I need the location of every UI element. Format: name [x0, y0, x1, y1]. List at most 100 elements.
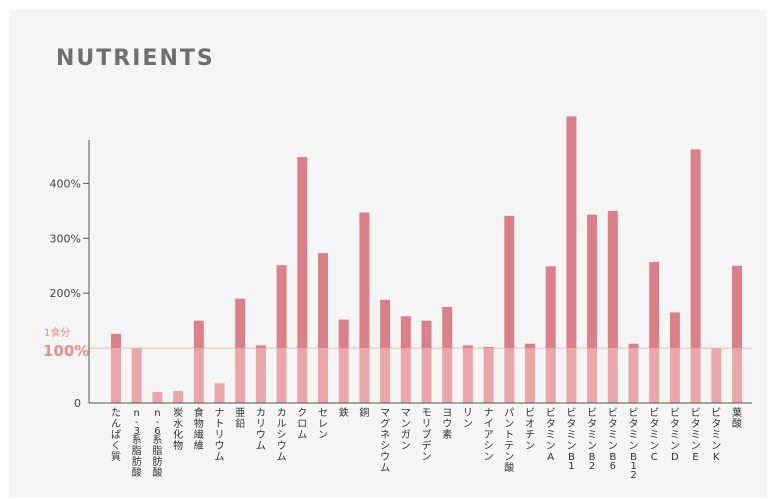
bar-upper [359, 212, 370, 349]
x-category-char: タ [546, 418, 556, 430]
x-category-label: クロム [297, 407, 307, 441]
x-category-char: ト [215, 419, 225, 430]
x-category-char: 2 [630, 470, 636, 481]
x-category-char: 酸 [132, 466, 142, 479]
x-category-char: ン [525, 441, 535, 452]
x-category-char: 銅 [359, 406, 369, 419]
bar-upper [483, 347, 494, 349]
bar-lower [690, 348, 701, 403]
x-category-char: オ [525, 418, 535, 430]
x-category-char: ビ [587, 407, 597, 419]
x-category-char: ン [711, 441, 721, 452]
bar-lower [276, 348, 287, 403]
x-category-char: タ [608, 418, 618, 430]
x-category-char: ナ [215, 407, 225, 419]
x-category-char: リ [215, 430, 225, 441]
x-category-char: ビ [566, 407, 576, 419]
x-category-char: く [111, 441, 121, 452]
bar-lower [173, 390, 184, 403]
x-category-char: シ [484, 441, 494, 452]
x-category-char: ン [587, 441, 597, 452]
x-category-char: リ [256, 419, 266, 430]
x-category-char: 系 [152, 434, 162, 446]
bar-upper [628, 343, 639, 349]
x-category-char: レ [318, 419, 328, 430]
bar-lower [152, 392, 163, 403]
x-category-char: B [568, 452, 575, 463]
bar-lower [235, 348, 246, 403]
x-category-char: ウ [215, 440, 225, 452]
x-category-char: 葉 [732, 406, 742, 419]
x-category-char: 6 [154, 426, 160, 437]
x-category-char: - [156, 417, 160, 428]
x-category-char: ム [256, 440, 266, 452]
x-category-label: セレン [318, 407, 328, 441]
x-category-char: 肪 [132, 455, 142, 468]
x-category-label: リン [463, 408, 473, 430]
x-category-char: ン [422, 452, 432, 463]
x-category-char: ん [111, 418, 121, 430]
x-category-char: ウ [256, 429, 266, 441]
x-category-label: 亜鉛 [235, 408, 245, 430]
x-category-char: リ [463, 408, 473, 419]
bar-upper [566, 116, 577, 349]
x-category-char: ン [566, 441, 576, 452]
bar-lower [421, 348, 432, 403]
x-category-char: ン [504, 419, 514, 430]
x-category-char: ン [608, 441, 618, 452]
x-category-char: ン [484, 452, 494, 463]
bars-layer [111, 116, 742, 403]
bar-upper [462, 345, 473, 349]
bar-upper [732, 265, 742, 349]
bar-upper [587, 214, 598, 349]
x-category-char: ン [401, 419, 411, 430]
bar-lower [297, 348, 308, 403]
x-category-char: ン [691, 441, 701, 452]
x-category-char: 炭 [173, 407, 183, 419]
bar-lower [380, 348, 391, 403]
bar-upper [235, 298, 246, 349]
x-category-char: 2 [589, 461, 595, 472]
x-category-char: タ [670, 418, 680, 430]
bar-lower [338, 348, 349, 403]
bar-lower [545, 348, 556, 403]
y-tick-label: 400% [50, 177, 81, 190]
x-category-char: ム [297, 429, 307, 441]
y-ticks-layer: 0 200% 300% 400% [50, 177, 89, 410]
x-category-char: ビ [649, 407, 659, 419]
x-category-char: タ [691, 418, 701, 430]
x-category-char: マ [401, 408, 411, 419]
x-category-char: ナ [484, 407, 494, 419]
x-category-char: 化 [173, 428, 183, 441]
x-category-char: セ [318, 407, 328, 419]
bar-upper [690, 149, 701, 349]
x-category-char: ン [670, 441, 680, 452]
x-category-char: 維 [194, 439, 204, 452]
x-category-char: タ [629, 418, 639, 430]
x-category-char: ビ [525, 407, 535, 419]
x-category-char: チ [525, 429, 535, 441]
x-category-label: 葉酸 [732, 406, 742, 430]
y-tick-label: 0 [74, 397, 81, 410]
bar-lower [400, 348, 411, 403]
bar-lower [669, 348, 680, 403]
x-category-char: 亜 [235, 408, 245, 419]
x-category-char: た [111, 407, 121, 419]
bar-upper [442, 306, 453, 349]
y-tick-label: 300% [50, 232, 81, 245]
x-categories-layer: たんぱく質n-3系脂肪酸n-6系脂肪酸炭水化物食物繊維ナトリウム亜鉛カリウムカル… [111, 406, 742, 481]
